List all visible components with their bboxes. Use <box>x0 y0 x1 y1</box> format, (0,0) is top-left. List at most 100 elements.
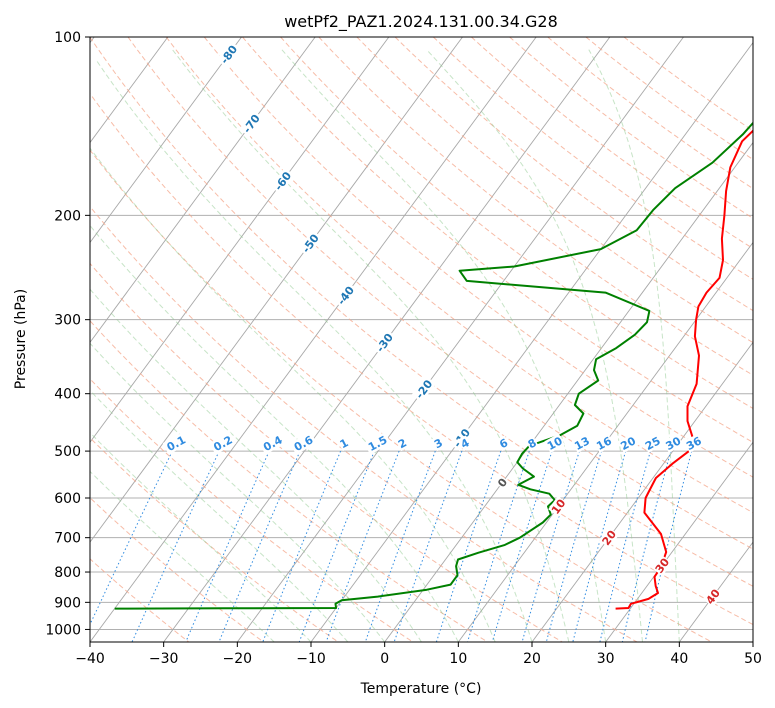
mixing-ratio-label-bg <box>571 433 593 453</box>
dry-adiabat-line <box>90 205 638 642</box>
mixing-ratio-line <box>435 450 502 642</box>
mixing-ratio-line <box>521 450 580 642</box>
x-tick-label: 20 <box>523 651 541 667</box>
profile-lines <box>114 121 753 610</box>
moist-adiabat-line <box>90 389 349 642</box>
x-tick-label: −10 <box>296 651 326 667</box>
x-tick-label: 10 <box>449 651 467 667</box>
x-tick-label: 50 <box>744 651 762 667</box>
dry-adiabat-line <box>165 37 753 514</box>
y-tick-label: 800 <box>54 565 81 581</box>
mixing-ratio-label-bg <box>683 433 705 453</box>
y-tick-label: 700 <box>54 531 81 547</box>
dry-adiabat-line <box>356 37 753 344</box>
x-tick-label: −20 <box>223 651 253 667</box>
dry-adiabat-line <box>509 37 753 219</box>
moist-adiabat-line <box>426 49 643 642</box>
moist-adiabat-line <box>588 49 680 642</box>
isotherm-label-bg <box>270 167 295 195</box>
isotherm-label-bg <box>333 282 358 309</box>
moist-adiabat-line <box>90 147 496 642</box>
x-tick-label: −40 <box>75 651 105 667</box>
mixing-ratio-label-bg <box>364 431 391 455</box>
isotherm-line <box>384 141 753 642</box>
isotherm-label-bg <box>372 329 397 356</box>
mixing-ratio-line <box>545 450 602 642</box>
mixing-ratio-line <box>599 450 651 642</box>
mixing-ratio-label-bg <box>289 431 317 455</box>
x-tick-label: 40 <box>670 651 688 667</box>
mixing-ratio-line <box>298 450 375 642</box>
dry-adiabat-line <box>90 149 712 642</box>
moist-adiabat-line <box>90 470 275 642</box>
moist-adiabat-line <box>90 431 312 642</box>
temperature-profile-line <box>615 129 753 610</box>
mixing-ratio-label-bg <box>662 433 684 453</box>
mixing-ratio-label: 13 <box>572 434 592 453</box>
dry-adiabat-line <box>127 37 753 550</box>
mixing-ratio-label-bg <box>395 435 410 452</box>
mixing-ratio-line <box>572 450 627 642</box>
y-tick-label: 500 <box>54 444 81 460</box>
mixing-ratio-line <box>393 450 463 642</box>
isotherm-line <box>236 37 684 642</box>
isotherm-label: 40 <box>703 587 723 607</box>
moist-adiabat-line <box>172 49 570 642</box>
isotherm-line <box>90 37 316 344</box>
chart-title: wetPf2_PAZ1.2024.131.00.34.G28 <box>284 12 558 32</box>
mixing-ratio-label-bg <box>544 433 565 453</box>
x-axis-ticks: −40 −30 −20 −10 0 10 20 30 40 50 <box>75 642 762 667</box>
mixing-ratio-line <box>90 450 173 626</box>
mixing-ratio-label-bg <box>496 435 511 452</box>
plot-frame <box>89 36 754 643</box>
isotherm-line <box>457 241 753 642</box>
dry-adiabat-line <box>90 262 563 642</box>
moist-adiabat-line <box>96 61 533 642</box>
mixing-ratio-label: 25 <box>643 434 663 453</box>
mixing-ratio-label-bg <box>209 431 237 455</box>
mixing-ratio-label-bg <box>617 433 639 453</box>
y-axis-ticks: 100 200 300 400 500 600 700 800 900 1000 <box>45 30 90 638</box>
x-tick-label: 0 <box>380 651 389 667</box>
mixing-ratio-label: 20 <box>618 434 638 453</box>
mixing-ratio-label-bg <box>642 433 663 453</box>
y-tick-label: 1000 <box>45 622 81 638</box>
mixing-ratio-label-bg <box>524 435 540 452</box>
isotherm-label: 20 <box>600 528 620 548</box>
isotherm-line <box>90 37 390 443</box>
dewpoint-profile-line <box>114 121 753 610</box>
mixing-ratio-label-bg <box>336 435 352 452</box>
mixing-ratio-line <box>325 450 400 642</box>
x-tick-label: 30 <box>597 651 615 667</box>
y-tick-label: 400 <box>54 387 81 403</box>
isotherm-label-bg <box>298 229 323 257</box>
x-axis-label: Temperature (°C) <box>360 681 482 697</box>
mixing-ratio-label-bg <box>457 435 472 452</box>
mixing-ratio-label-bg <box>259 431 287 455</box>
isotherm-label-bg <box>216 41 241 68</box>
mixing-ratio-line <box>131 450 220 642</box>
mixing-ratio-label-bg <box>431 435 446 452</box>
dry-adiabat-line <box>318 37 753 376</box>
isotherm-line <box>90 37 537 642</box>
y-tick-label: 200 <box>54 208 81 224</box>
mixing-ratio-label-bg <box>162 431 190 455</box>
moist-adiabat-line <box>90 288 422 642</box>
y-tick-label: 100 <box>54 30 81 46</box>
isotherm-line <box>90 37 463 543</box>
dry-adiabat-line <box>90 437 339 642</box>
isotherm-label-bg <box>548 495 569 517</box>
mixing-ratio-label: 10 <box>545 434 565 453</box>
isotherm-label-bg <box>702 586 723 608</box>
y-tick-label: 600 <box>54 491 81 507</box>
isotherm-label: 10 <box>549 496 569 516</box>
y-tick-label: 900 <box>54 595 81 611</box>
isotherm-label-bg <box>598 527 620 549</box>
moist-adiabat-line <box>90 342 386 642</box>
dry-adiabat-line <box>90 497 264 642</box>
dry-adiabat-line <box>90 320 488 642</box>
mixing-ratio-line <box>218 450 301 642</box>
dry-adiabat-line <box>623 37 753 132</box>
isotherm-label: 30 <box>653 556 673 576</box>
mixing-ratio-label: 30 <box>664 434 684 453</box>
